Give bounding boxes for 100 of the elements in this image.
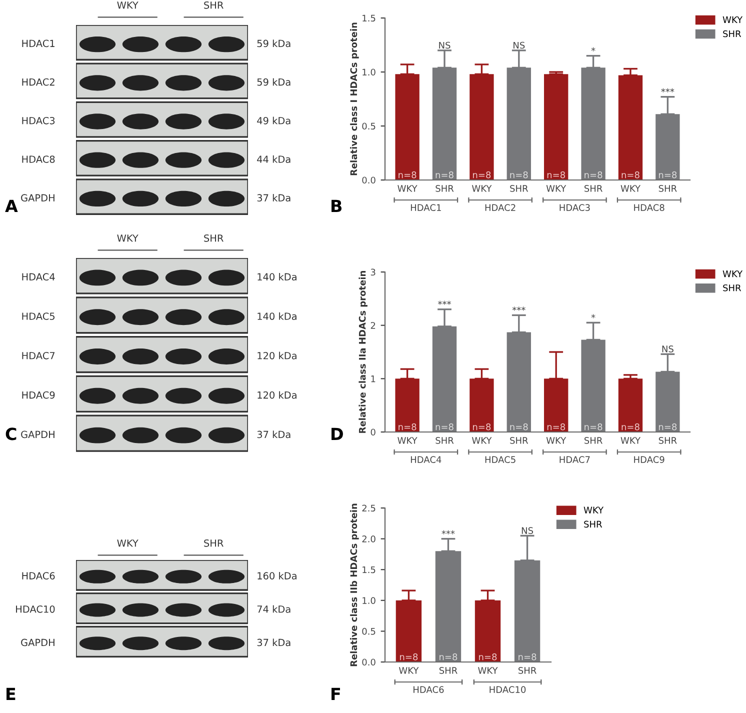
category-label: HDAC5 [22, 312, 55, 320]
category-label: 44 kDa [257, 155, 290, 163]
bar [618, 378, 643, 432]
annotation: n=8 [436, 171, 454, 178]
y-tick-label: 1.0 [362, 68, 376, 76]
x-tick-label: HDAC9 [634, 456, 664, 463]
category-label: 59 kDa [257, 78, 290, 86]
y-tick-label: 1.5 [362, 566, 376, 574]
annotation: n=8 [658, 171, 677, 178]
annotation: NS [662, 346, 674, 352]
annotation: *** [512, 306, 526, 311]
annotation: *** [661, 88, 674, 92]
category-label: 140 kDa [258, 312, 296, 320]
annotation: n=8 [479, 653, 497, 660]
text: WKY [398, 185, 418, 192]
category-label: HDAC4 [22, 273, 55, 281]
category-label: HDAC7 [22, 352, 55, 360]
y-tick-label: 0 [370, 428, 376, 436]
x-tick-label: HDAC3 [560, 204, 590, 211]
legend-label: SHR [723, 30, 742, 38]
category-label: 120 kDa [258, 352, 296, 360]
y-tick-label: 1 [371, 376, 376, 382]
annotation: n=8 [584, 171, 602, 178]
category-label: HDAC3 [22, 116, 55, 124]
annotation: n=8 [622, 171, 640, 178]
text: WKY [478, 667, 498, 674]
annotation: *** [442, 530, 455, 534]
legend-label: SHR [584, 520, 602, 528]
text: C [6, 428, 16, 440]
category-label: 49 kDa [257, 116, 290, 124]
annotation: n=8 [440, 653, 458, 660]
text: WKY [620, 185, 641, 192]
annotation: n=8 [584, 423, 602, 430]
x-tick-label: HDAC2 [485, 204, 516, 211]
category-label: 59 kDa [257, 40, 290, 48]
annotation: n=8 [622, 423, 640, 430]
category-label: GAPDH [21, 430, 54, 438]
annotation: n=8 [658, 423, 677, 430]
category-label: HDAC1 [22, 40, 54, 48]
text: SHR [584, 437, 602, 444]
text: D [332, 428, 343, 440]
y-tick-label: 0.5 [362, 628, 376, 635]
category-label: GAPDH [21, 194, 54, 202]
category-label: 37 kDa [257, 638, 290, 646]
text: SHR [658, 185, 677, 192]
y-tick-label: 2.0 [362, 536, 376, 542]
text: SHR [510, 185, 528, 192]
y-tick-label: 2 [370, 322, 376, 329]
annotation: NS [514, 42, 525, 49]
legend-label: WKY [722, 270, 743, 278]
legend-label: SHR [723, 284, 742, 292]
category-label: HDAC2 [22, 78, 54, 86]
category-label: WKY [117, 234, 138, 242]
category-label: 74 kDa [257, 605, 290, 613]
text: B [332, 200, 342, 212]
annotation: n=8 [510, 423, 528, 430]
y-tick-label: 1.0 [362, 597, 376, 604]
x-tick-label: HDAC5 [485, 456, 516, 463]
text: SHR [436, 185, 454, 192]
category-label: HDAC8 [22, 156, 55, 163]
category-label: 37 kDa [257, 430, 290, 438]
y-tick-label: 3 [370, 268, 376, 276]
text: SHR [658, 437, 677, 444]
text: SHR [584, 185, 602, 192]
annotation: n=8 [473, 171, 491, 178]
text: WKY [472, 437, 492, 444]
annotation: n=8 [436, 423, 454, 430]
y-axis-title: Relative class I HDACs protein [350, 22, 359, 176]
legend-label: WKY [722, 16, 743, 23]
y-axis-title: Relative class IIa HDACs protein [358, 270, 368, 433]
category-label: HDAC10 [16, 605, 55, 613]
annotation: NS [522, 527, 534, 534]
text: SHR [510, 437, 528, 444]
annotation: n=8 [547, 423, 565, 430]
category-label: WKY [117, 2, 138, 9]
category-label: SHR [204, 234, 224, 242]
annotation: n=8 [400, 653, 418, 660]
category-label: SHR [204, 539, 224, 547]
annotation: n=8 [398, 171, 416, 178]
category-label: WKY [117, 540, 138, 547]
text: E [6, 688, 16, 700]
annotation: n=8 [518, 653, 536, 660]
text: F [332, 688, 340, 700]
category-label: SHR [204, 1, 224, 9]
x-tick-label: HDAC4 [410, 456, 442, 463]
y-tick-label: 1.5 [362, 14, 376, 22]
category-label: 140 kDa [258, 272, 296, 281]
y-tick-label: 0.0 [362, 176, 376, 184]
y-tick-label: 0.5 [362, 122, 376, 130]
text: WKY [620, 437, 641, 444]
text: SHR [518, 667, 536, 674]
text: WKY [546, 185, 566, 192]
category-label: HDAC6 [22, 572, 55, 580]
y-tick-label: 0.0 [362, 658, 376, 666]
x-tick-label: HDAC8 [634, 204, 664, 211]
category-label: 37 kDa [257, 194, 290, 202]
legend-label: WKY [584, 506, 604, 514]
annotation: n=8 [398, 423, 416, 430]
category-label: 160 kDa [258, 572, 296, 580]
annotation: * [591, 314, 596, 318]
